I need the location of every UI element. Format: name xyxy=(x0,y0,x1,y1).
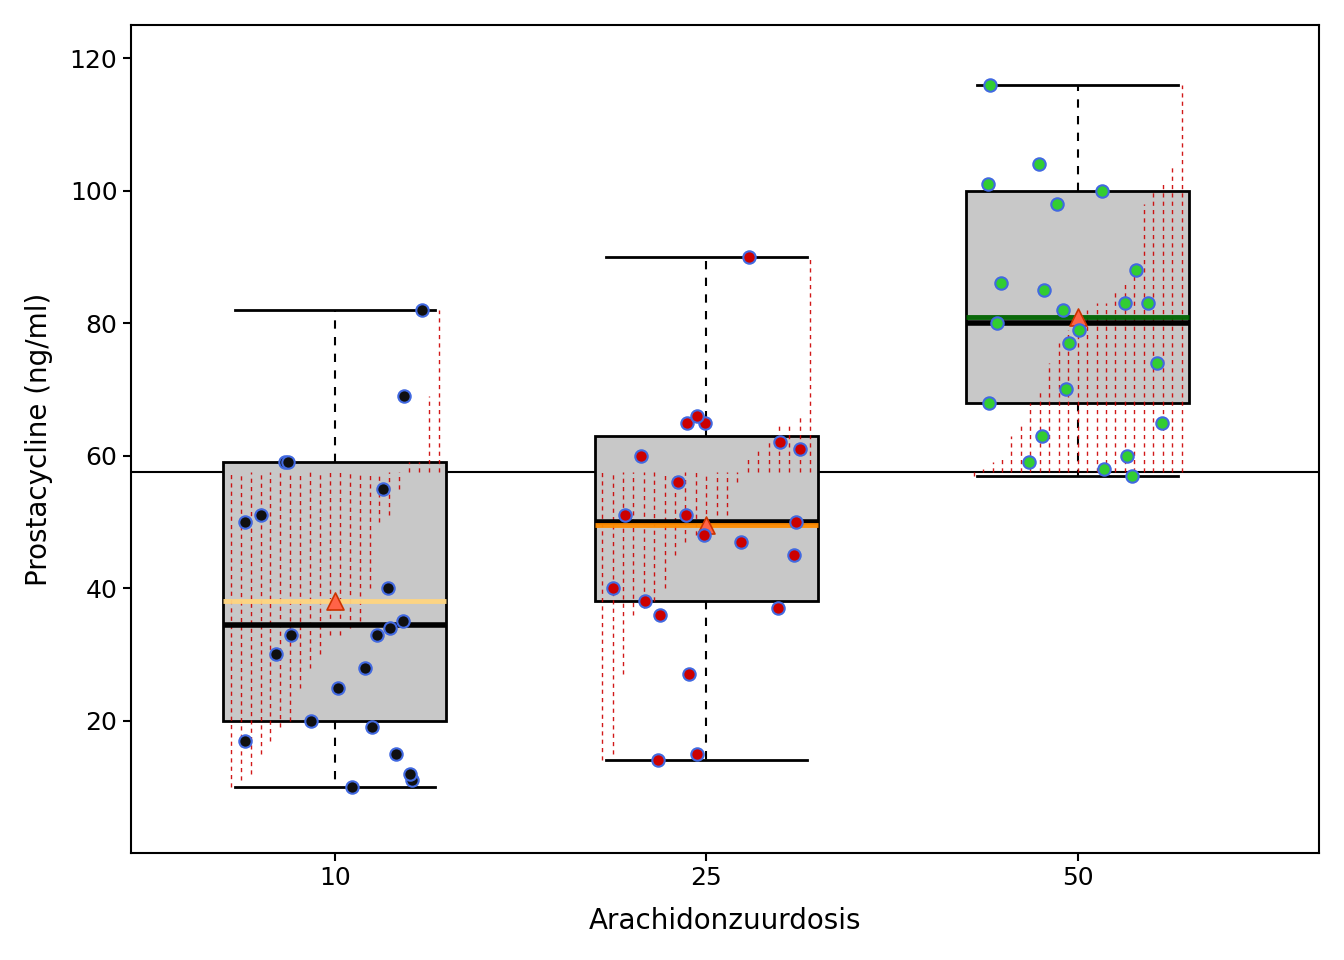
Point xyxy=(784,547,805,563)
Point xyxy=(1028,156,1050,172)
Point xyxy=(1091,183,1113,199)
Point xyxy=(1114,296,1136,311)
Point xyxy=(1052,302,1074,318)
Point xyxy=(1117,448,1138,464)
Bar xyxy=(595,436,817,601)
Point xyxy=(785,515,806,530)
Y-axis label: Prostacycline (ng/ml): Prostacycline (ng/ml) xyxy=(26,293,52,586)
Point xyxy=(1093,461,1114,476)
Point xyxy=(378,581,399,596)
Point xyxy=(328,680,349,695)
Point xyxy=(1122,468,1144,483)
Point xyxy=(277,455,298,470)
Point xyxy=(977,177,999,192)
Point xyxy=(694,527,715,542)
Point xyxy=(411,302,433,318)
Point xyxy=(667,474,688,490)
Point xyxy=(280,627,301,642)
Point xyxy=(1019,455,1040,470)
Point xyxy=(372,481,394,496)
X-axis label: Arachidonzuurdosis: Arachidonzuurdosis xyxy=(589,907,862,935)
Point xyxy=(991,276,1012,291)
Point xyxy=(675,508,696,523)
Point xyxy=(367,627,388,642)
Point xyxy=(301,713,323,729)
Point xyxy=(980,77,1001,92)
Point xyxy=(401,773,422,788)
Point xyxy=(394,389,415,404)
Point xyxy=(649,607,671,622)
Point xyxy=(274,455,296,470)
Point xyxy=(362,720,383,735)
Point xyxy=(646,753,668,768)
Point xyxy=(234,732,255,748)
Point xyxy=(1146,355,1168,371)
Point xyxy=(1068,322,1090,337)
Point xyxy=(602,581,624,596)
Point xyxy=(676,415,698,430)
Point xyxy=(1152,415,1173,430)
Point xyxy=(379,620,401,636)
Point xyxy=(1058,335,1079,350)
Point xyxy=(1055,382,1077,397)
Point xyxy=(685,746,707,761)
Point xyxy=(767,600,789,615)
Point xyxy=(695,517,716,533)
Point xyxy=(986,316,1008,331)
Point xyxy=(630,448,652,464)
Point xyxy=(634,593,656,609)
Point xyxy=(769,435,790,450)
Point xyxy=(1138,296,1160,311)
Point xyxy=(324,593,345,609)
Point xyxy=(386,746,407,761)
Point xyxy=(341,780,363,795)
Point xyxy=(695,415,716,430)
Point xyxy=(978,395,1000,410)
Point xyxy=(1067,309,1089,324)
Point xyxy=(1047,196,1068,211)
Point xyxy=(235,515,257,530)
Point xyxy=(391,613,413,629)
Point xyxy=(679,666,700,682)
Bar xyxy=(223,463,446,721)
Point xyxy=(614,508,636,523)
Point xyxy=(1125,262,1146,277)
Point xyxy=(1032,282,1054,298)
Point xyxy=(250,508,271,523)
Point xyxy=(399,766,421,781)
Point xyxy=(355,660,376,675)
Point xyxy=(738,250,759,265)
Point xyxy=(265,647,286,662)
Point xyxy=(789,442,810,457)
Bar xyxy=(966,191,1189,402)
Point xyxy=(685,408,707,423)
Point xyxy=(730,534,751,549)
Point xyxy=(1031,428,1052,444)
